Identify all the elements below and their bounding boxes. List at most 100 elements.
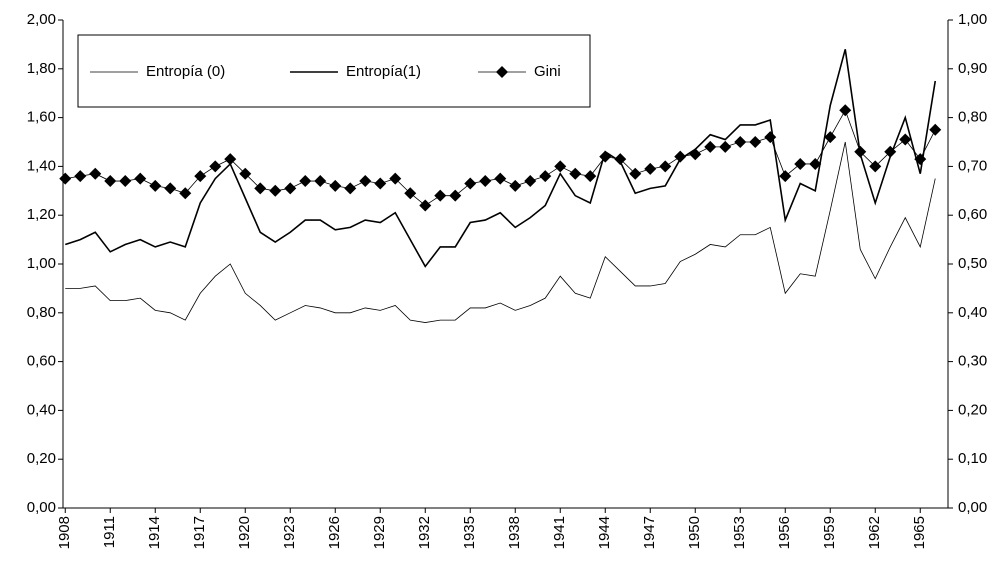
y-tick-label: 2,00 xyxy=(27,11,56,28)
x-tick-label: 1926 xyxy=(326,516,343,549)
marker xyxy=(674,150,687,163)
y-tick-label: 1,20 xyxy=(27,206,56,223)
marker xyxy=(164,182,177,195)
x-tick-label: 1914 xyxy=(146,516,163,549)
marker xyxy=(284,182,297,195)
marker xyxy=(89,167,102,180)
marker xyxy=(239,167,252,180)
marker xyxy=(689,148,702,161)
marker xyxy=(914,153,927,166)
x-tick-label: 1911 xyxy=(101,516,118,548)
x-tick-label: 1959 xyxy=(821,516,838,549)
marker xyxy=(59,172,72,185)
marker xyxy=(659,160,672,173)
marker xyxy=(134,172,147,185)
marker xyxy=(584,170,597,183)
series-line xyxy=(65,141,936,323)
y2-tick-label: 1,00 xyxy=(958,11,987,28)
x-tick-label: 1932 xyxy=(416,516,433,549)
x-tick-label: 1938 xyxy=(506,516,523,549)
marker xyxy=(299,175,312,188)
marker xyxy=(434,189,447,202)
x-tick-label: 1923 xyxy=(281,516,298,549)
marker xyxy=(839,104,852,117)
marker xyxy=(929,123,942,136)
y-tick-label: 1,00 xyxy=(27,255,56,272)
y-tick-label: 0,00 xyxy=(27,499,56,516)
legend-label: Entropía(1) xyxy=(346,63,421,80)
marker xyxy=(734,136,747,148)
marker xyxy=(554,160,567,173)
y2-tick-label: 0,60 xyxy=(958,206,987,223)
y2-tick-label: 0,20 xyxy=(958,401,987,418)
marker xyxy=(824,131,837,144)
x-tick-label: 1920 xyxy=(236,516,253,549)
marker xyxy=(494,172,507,185)
marker xyxy=(344,182,357,195)
marker xyxy=(329,179,342,192)
marker xyxy=(419,199,432,212)
marker xyxy=(404,187,417,200)
marker xyxy=(854,145,867,158)
marker xyxy=(719,140,732,153)
marker xyxy=(809,157,822,170)
y-tick-label: 0,40 xyxy=(27,401,56,418)
y-tick-label: 1,60 xyxy=(27,109,56,126)
y2-tick-label: 0,70 xyxy=(958,157,987,174)
y2-tick-label: 0,50 xyxy=(958,255,987,272)
marker xyxy=(539,170,552,183)
marker xyxy=(899,133,912,146)
marker xyxy=(389,172,402,185)
y2-tick-label: 0,80 xyxy=(958,109,987,126)
marker xyxy=(449,189,462,202)
marker xyxy=(509,179,522,192)
marker xyxy=(884,145,897,158)
y2-tick-label: 0,40 xyxy=(958,304,987,321)
y2-tick-label: 0,90 xyxy=(958,60,987,77)
marker xyxy=(254,182,267,195)
y-tick-label: 0,80 xyxy=(27,304,56,321)
y2-tick-label: 0,00 xyxy=(958,499,987,516)
x-tick-label: 1941 xyxy=(551,516,568,549)
marker xyxy=(524,175,537,188)
marker xyxy=(569,167,582,180)
marker xyxy=(269,184,282,197)
marker xyxy=(74,170,87,183)
y-tick-label: 0,60 xyxy=(27,353,56,370)
marker xyxy=(644,162,657,175)
x-tick-label: 1965 xyxy=(911,516,928,549)
marker xyxy=(464,177,477,190)
x-tick-label: 1953 xyxy=(731,516,748,549)
marker xyxy=(374,177,387,190)
marker xyxy=(869,160,882,173)
legend-label: Gini xyxy=(534,63,561,80)
legend-label: Entropía (0) xyxy=(146,63,225,80)
y-tick-label: 1,40 xyxy=(27,157,56,174)
x-tick-label: 1944 xyxy=(596,516,613,549)
marker xyxy=(314,175,327,188)
y2-tick-label: 0,10 xyxy=(958,450,987,467)
x-tick-label: 1962 xyxy=(866,516,883,549)
marker xyxy=(149,179,162,192)
marker xyxy=(179,187,192,200)
marker xyxy=(794,157,807,170)
x-tick-label: 1950 xyxy=(686,516,703,549)
y-tick-label: 0,20 xyxy=(27,450,56,467)
y2-tick-label: 0,30 xyxy=(958,353,987,370)
y-tick-label: 1,80 xyxy=(27,60,56,77)
marker xyxy=(359,175,372,188)
marker xyxy=(629,167,642,180)
marker xyxy=(224,153,237,166)
legend-box xyxy=(77,34,591,108)
marker xyxy=(614,153,627,166)
marker xyxy=(704,140,717,153)
marker xyxy=(194,170,207,183)
marker xyxy=(599,150,612,163)
legend: Entropía (0) Entropía(1) Gini xyxy=(77,34,591,108)
series-line xyxy=(65,49,937,268)
marker xyxy=(209,160,222,173)
x-tick-label: 1947 xyxy=(641,516,658,549)
marker xyxy=(749,136,762,148)
marker xyxy=(764,131,777,144)
